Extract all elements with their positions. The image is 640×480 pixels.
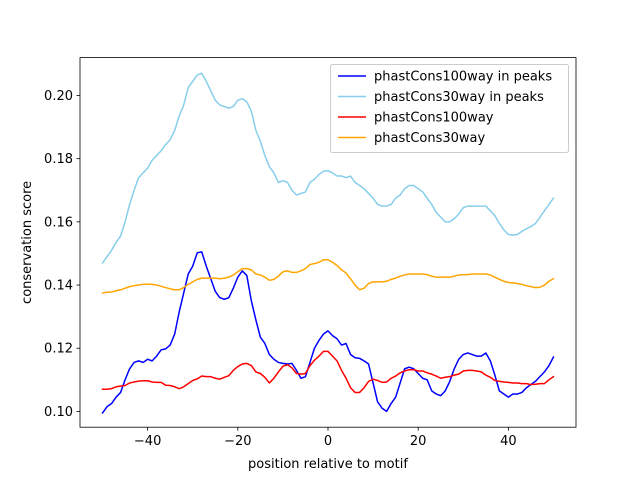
series-layer [101, 72, 555, 415]
x-tick-label: 40 [500, 434, 517, 449]
series-line-1 [101, 72, 555, 264]
y-tick-label: 0.18 [44, 152, 73, 167]
legend: phastCons100way in peaks phastCons30way i… [330, 64, 569, 153]
x-tick-label: −40 [134, 434, 161, 449]
legend-label-0: phastCons100way in peaks [374, 70, 552, 85]
x-axis-label: position relative to motif [248, 457, 408, 472]
x-tick-label: 20 [410, 434, 427, 449]
legend-label-1: phastCons30way in peaks [374, 90, 544, 105]
y-tick-label: 0.12 [44, 342, 73, 357]
legend-label-2: phastCons100way [374, 111, 494, 126]
series-line-3 [101, 259, 555, 294]
y-axis-label: conservation score [20, 181, 35, 304]
legend-label-3: phastCons30way [374, 131, 486, 146]
x-tick-label: −20 [224, 434, 251, 449]
x-tick-label: 0 [324, 434, 332, 449]
y-tick-label: 0.10 [44, 405, 73, 420]
y-tick-label: 0.16 [44, 215, 73, 230]
y-tick-label: 0.20 [44, 89, 73, 104]
legend-box [330, 64, 569, 153]
x-axis-ticks: −40 −20 0 20 40 [134, 427, 517, 449]
series-line-0 [101, 251, 555, 415]
y-tick-label: 0.14 [44, 279, 73, 294]
series-line-2 [101, 350, 555, 394]
plot-frame [79, 57, 577, 428]
y-axis-ticks: 0.10 0.12 0.14 0.16 0.18 0.20 [44, 89, 80, 420]
